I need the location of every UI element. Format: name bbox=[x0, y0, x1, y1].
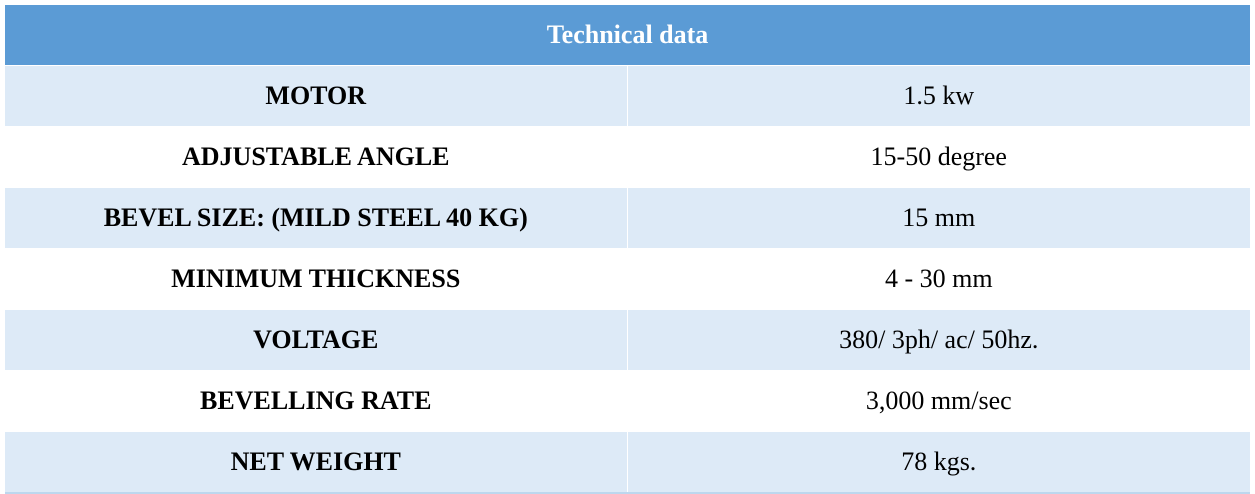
row-label: VOLTAGE bbox=[5, 309, 628, 371]
row-value: 78 kgs. bbox=[627, 431, 1250, 494]
row-value: 3,000 mm/sec bbox=[627, 370, 1250, 432]
row-label: MOTOR bbox=[5, 65, 628, 127]
row-value: 4 - 30 mm bbox=[627, 248, 1250, 310]
row-label: MINIMUM THICKNESS bbox=[5, 248, 628, 310]
table-row-bevel-size: BEVEL SIZE: (MILD STEEL 40 KG) 15 mm bbox=[5, 187, 1250, 249]
row-value: 1.5 kw bbox=[627, 65, 1250, 127]
row-label: BEVEL SIZE: (MILD STEEL 40 KG) bbox=[5, 187, 628, 249]
table-row-adjustable-angle: ADJUSTABLE ANGLE 15-50 degree bbox=[5, 126, 1250, 188]
technical-data-table: Technical data MOTOR 1.5 kw ADJUSTABLE A… bbox=[5, 5, 1250, 494]
row-label: ADJUSTABLE ANGLE bbox=[5, 126, 628, 188]
row-label: NET WEIGHT bbox=[5, 431, 628, 494]
table-row-minimum-thickness: MINIMUM THICKNESS 4 - 30 mm bbox=[5, 248, 1250, 310]
table-row-bevelling-rate: BEVELLING RATE 3,000 mm/sec bbox=[5, 370, 1250, 432]
row-value: 15-50 degree bbox=[627, 126, 1250, 188]
row-value: 380/ 3ph/ ac/ 50hz. bbox=[627, 309, 1250, 371]
row-label: BEVELLING RATE bbox=[5, 370, 628, 432]
table-row-voltage: VOLTAGE 380/ 3ph/ ac/ 50hz. bbox=[5, 309, 1250, 371]
table-header-row: Technical data bbox=[5, 5, 1250, 66]
table-title: Technical data bbox=[5, 5, 1250, 66]
table-row-net-weight: NET WEIGHT 78 kgs. bbox=[5, 431, 1250, 494]
row-value: 15 mm bbox=[627, 187, 1250, 249]
table-row-motor: MOTOR 1.5 kw bbox=[5, 65, 1250, 127]
